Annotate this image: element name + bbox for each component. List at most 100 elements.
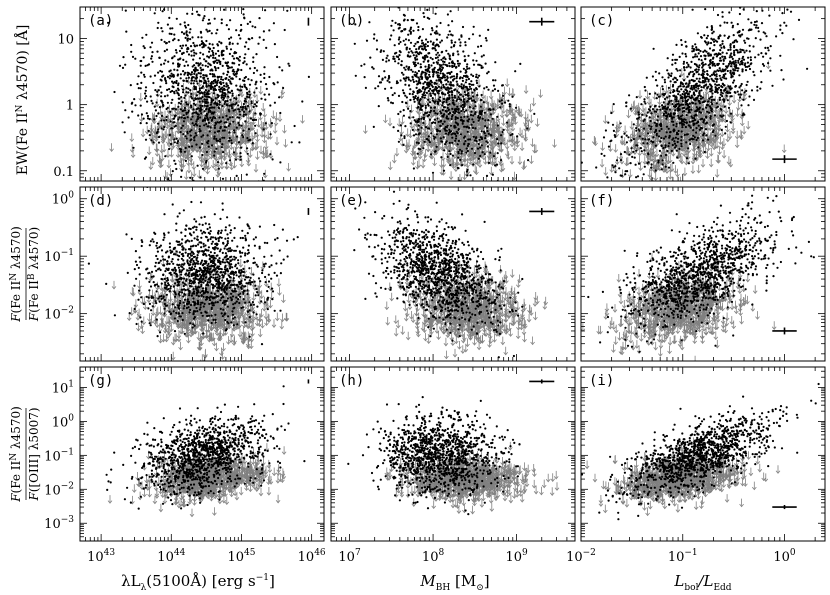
data-point [428,75,431,78]
data-point [216,81,219,85]
data-point [445,83,448,86]
data-point [175,137,178,140]
data-point [382,50,385,53]
data-point [164,78,167,81]
data-point [404,38,408,41]
data-point [417,133,420,136]
data-point [196,97,199,100]
data-point [473,52,476,55]
data-point [218,130,221,133]
upper-limit-arrow [509,117,515,126]
upper-limit-arrow [166,138,172,148]
data-point [197,117,200,120]
data-point [234,103,237,106]
data-point [447,33,450,36]
data-point [640,103,643,106]
data-point [153,12,156,15]
upper-limit-arrow [191,142,196,152]
data-point [288,64,291,67]
data-point [244,107,247,110]
upper-limit-arrow [409,120,415,129]
data-point [183,109,187,112]
data-point [442,74,445,77]
data-point [218,103,221,106]
data-point [165,118,168,122]
data-point [444,93,447,96]
data-point [195,80,198,83]
data-point [207,121,210,124]
data-point [245,41,248,44]
data-point [491,89,494,92]
upper-limit-arrow [258,120,264,130]
data-point [441,122,444,125]
data-point [172,39,175,42]
data-point [417,47,420,50]
data-point [429,40,432,43]
data-point [417,37,421,40]
data-point [226,118,229,121]
data-point [435,145,438,148]
upper-limit-arrow [223,141,228,151]
data-point [180,47,183,50]
data-point [381,58,384,62]
data-point [165,82,168,85]
data-point [392,55,395,58]
data-point [511,95,514,98]
data-point [168,147,171,151]
data-point [230,36,233,39]
data-point [238,108,241,111]
data-point [204,64,207,67]
axis-ticks [79,6,324,182]
data-point [387,77,390,80]
data-point [387,59,390,62]
upper-limit-arrow [504,78,510,88]
data-point [216,96,219,99]
data-point [480,55,483,58]
upper-limit-arrow [181,152,187,162]
data-point [408,116,411,119]
data-point [215,147,218,150]
data-point [387,99,390,102]
data-point [410,68,413,71]
data-point [424,43,427,46]
data-point [454,110,457,113]
data-point [459,76,462,79]
data-point [242,61,245,65]
data-point [486,145,489,148]
data-point [242,129,245,132]
data-point [150,139,153,142]
data-point [171,80,174,83]
upper-limit-arrow [631,100,637,110]
data-point [485,39,488,42]
upper-limit-arrow [627,169,633,178]
data-point [232,109,235,112]
data-point [369,56,372,59]
data-point [472,114,475,117]
data-point [208,22,212,25]
data-point [192,82,195,85]
data-point [471,118,474,121]
data-point [213,87,217,91]
upper-limit-arrow [163,129,169,138]
data-point [420,75,423,78]
upper-limit-arrow [502,86,507,96]
data-point [223,136,226,139]
data-point [225,45,228,48]
data-point [180,169,183,172]
data-point [283,28,286,32]
data-point [224,77,227,80]
data-point [188,31,191,34]
data-point [428,101,432,104]
data-point [160,63,163,66]
upper-limit-arrow [713,140,719,150]
data-point [480,137,484,141]
data-point [434,44,437,48]
data-point [244,100,248,103]
upper-limit-arrow [488,138,494,147]
data-point [201,153,204,157]
upper-limit-arrow [186,164,192,174]
data-point [220,146,223,149]
data-point [238,116,241,119]
data-point [169,90,172,93]
data-point [718,74,721,77]
